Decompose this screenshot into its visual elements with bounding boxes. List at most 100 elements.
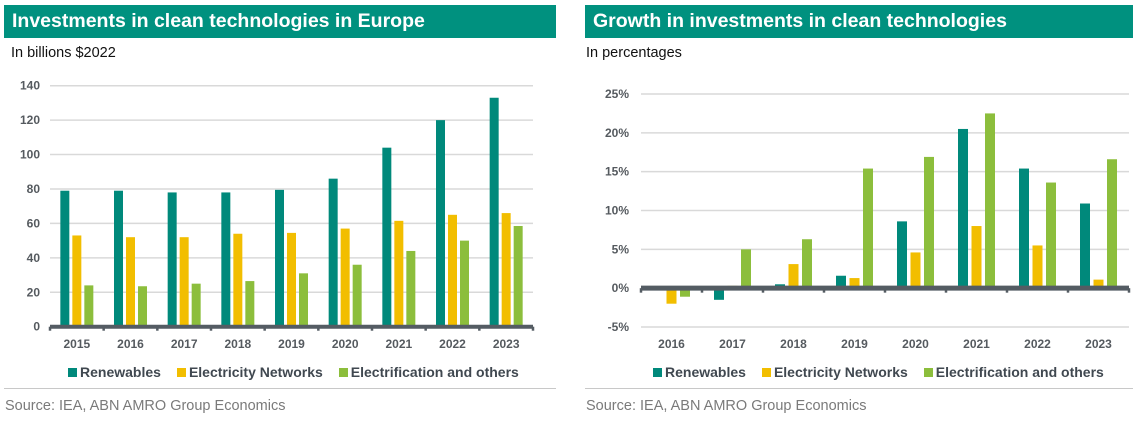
source-note: Source: IEA, ABN AMRO Group Economics	[5, 398, 286, 414]
x-tick-label: 2019	[841, 337, 868, 351]
chart-title: Investments in clean technologies in Eur…	[4, 5, 556, 38]
bar-renewables	[60, 190, 70, 327]
y-tick-label: 10%	[605, 204, 629, 218]
bar-electricity-networks	[287, 232, 296, 327]
legend-item-electricity-networks: Electricity Networks	[761, 364, 908, 380]
bar-renewables	[489, 97, 499, 327]
bar-renewables	[958, 128, 968, 289]
divider	[4, 388, 556, 389]
legend-label: Renewables	[80, 364, 161, 380]
chart-title: Growth in investments in clean technolog…	[585, 5, 1133, 38]
bar-renewables	[167, 192, 177, 327]
bar-electrification-others	[741, 249, 751, 289]
bar-electrification-others	[460, 240, 469, 327]
bar-electrification-others	[1046, 182, 1056, 289]
bar-electrification-others	[924, 156, 934, 289]
bar-electrification-others	[245, 281, 255, 327]
bar-renewables	[836, 275, 846, 289]
y-tick-label: 25%	[605, 87, 629, 101]
chart-subtitle: In billions $2022	[11, 45, 116, 61]
legend-label: Electricity Networks	[188, 364, 323, 380]
legend-item-electrification-others: Electrification and others	[338, 364, 519, 380]
x-tick-label: 2021	[385, 337, 412, 351]
bar-renewables	[382, 147, 392, 327]
bar-renewables	[275, 189, 284, 327]
y-tick-label: 0%	[612, 281, 630, 295]
bar-renewables	[328, 178, 338, 327]
bar-electricity-networks	[1093, 279, 1104, 289]
legend-item-renewables: Renewables	[653, 364, 746, 380]
bar-electrification-others	[299, 273, 308, 327]
x-tick-label: 2022	[439, 337, 466, 351]
divider	[585, 388, 1133, 389]
bar-renewables	[436, 120, 445, 327]
x-tick-label: 2018	[780, 337, 807, 351]
legend-swatch-electricity-networks	[761, 367, 771, 377]
bar-electricity-networks	[394, 220, 404, 327]
bar-electricity-networks	[910, 252, 921, 289]
growth-chart-panel: Growth in investments in clean technolog…	[575, 0, 1142, 421]
legend-swatch-renewables	[68, 367, 77, 377]
chart-legend: Renewables Electricity Networks Electrif…	[68, 364, 535, 380]
legend-item-electrification-others: Electrification and others	[923, 364, 1104, 380]
investments-bar-chart: 0 20 40 60 80 100 120 140 2015 2016 2017 2018 2019 20…	[20, 79, 535, 351]
y-tick-label: 140	[20, 79, 40, 93]
bar-electrification-others	[863, 168, 873, 289]
legend-label: Electrification and others	[935, 364, 1104, 380]
bar-electrification-others	[1107, 159, 1117, 289]
x-tick-label: 2019	[278, 337, 305, 351]
bar-electricity-networks	[788, 264, 799, 289]
bar-electricity-networks	[666, 288, 677, 304]
y-tick-label: 0	[33, 320, 40, 334]
bar-electricity-networks	[1032, 245, 1043, 289]
legend-swatch-electrification-others	[923, 367, 933, 377]
y-tick-label: 15%	[605, 165, 629, 179]
y-tick-label: 120	[20, 113, 40, 127]
bar-electricity-networks	[340, 228, 350, 327]
bar-electricity-networks	[179, 237, 189, 327]
legend-swatch-renewables	[653, 367, 662, 377]
legend-label: Renewables	[665, 364, 746, 380]
source-note: Source: IEA, ABN AMRO Group Economics	[586, 398, 867, 414]
investments-chart-panel: Investments in clean technologies in Eur…	[0, 0, 560, 421]
legend-swatch-electricity-networks	[176, 367, 186, 377]
y-tick-label: 40	[27, 251, 41, 265]
x-tick-label: 2020	[902, 337, 929, 351]
y-tick-label: 60	[27, 216, 41, 230]
bar-electrification-others	[680, 288, 690, 297]
y-tick-label: -5%	[608, 320, 630, 334]
chart-subtitle: In percentages	[586, 45, 682, 61]
bar-electrification-others	[985, 113, 995, 289]
bar-renewables	[897, 221, 907, 289]
bar-electricity-networks	[501, 213, 511, 327]
y-tick-label: 20	[27, 285, 41, 299]
legend-swatch-electrification-others	[338, 367, 348, 377]
legend-label: Electricity Networks	[773, 364, 908, 380]
bar-electrification-others	[352, 264, 362, 327]
legend-item-renewables: Renewables	[68, 364, 161, 380]
bar-electrification-others	[513, 225, 523, 327]
y-tick-label: 5%	[612, 242, 630, 256]
x-tick-label: 2017	[719, 337, 746, 351]
x-tick-label: 2016	[658, 337, 685, 351]
bar-electricity-networks	[849, 278, 860, 289]
bar-electrification-others	[138, 286, 147, 327]
x-tick-label: 2020	[332, 337, 359, 351]
bar-electrification-others	[406, 250, 416, 327]
x-tick-label: 2023	[493, 337, 520, 351]
bar-renewables	[221, 192, 231, 327]
bar-renewables	[714, 288, 724, 300]
bar-electrification-others	[191, 283, 201, 327]
chart-legend: Renewables Electricity Networks Electrif…	[653, 364, 1120, 380]
bar-electricity-networks	[448, 214, 457, 327]
x-tick-label: 2017	[171, 337, 198, 351]
bar-electricity-networks	[126, 237, 135, 327]
x-tick-label: 2016	[117, 337, 144, 351]
x-tick-label: 2018	[224, 337, 251, 351]
x-tick-label: 2023	[1085, 337, 1112, 351]
bar-renewables	[114, 190, 123, 327]
bar-electricity-networks	[233, 233, 243, 327]
bar-electrification-others	[802, 239, 812, 289]
growth-bar-chart: -5% 0% 5% 10% 15% 20% 25% 2016 2017 2018 2019 2020 2…	[605, 87, 1131, 351]
y-tick-label: 100	[20, 148, 40, 162]
